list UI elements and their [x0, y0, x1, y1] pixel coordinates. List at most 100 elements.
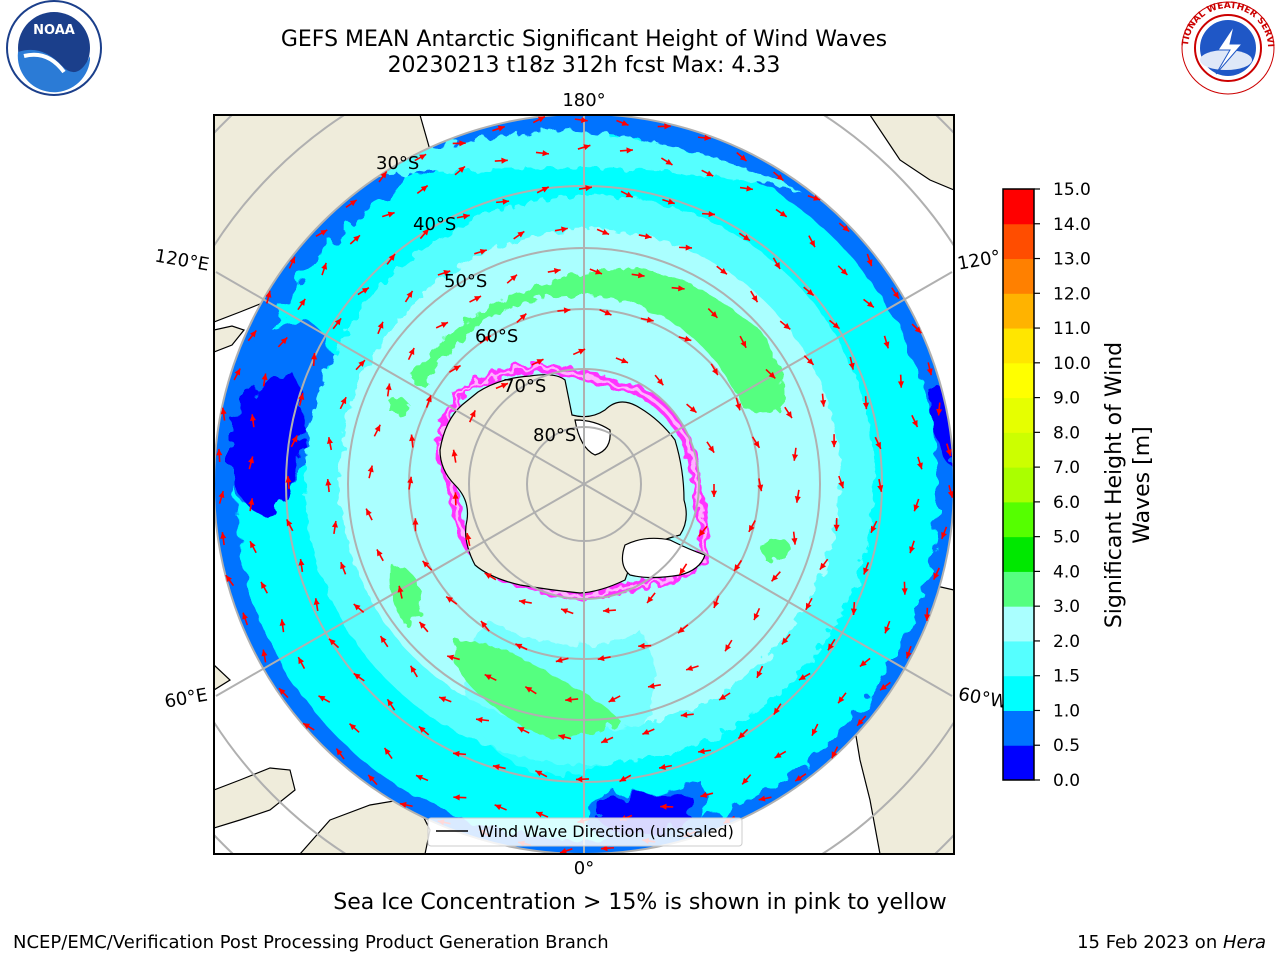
wind-arrow-head: [353, 673, 361, 680]
wind-arrow-head: [459, 140, 466, 147]
wind-arrow-head: [936, 408, 943, 416]
wind-arrow-head: [820, 400, 827, 407]
colorbar-segment: [1003, 293, 1034, 329]
wind-arrow-head: [483, 335, 491, 342]
wind-arrow-head: [298, 558, 305, 566]
wind-arrow-head: [367, 465, 374, 473]
wind-arrow-head: [597, 655, 605, 662]
wind-arrow-head: [698, 529, 706, 537]
map-legend: Wind Wave Direction (unscaled): [427, 817, 743, 847]
wind-arrow-head: [366, 508, 372, 516]
wind-arrow-head: [553, 267, 561, 274]
map-frame: [213, 114, 955, 855]
colorbar-segment: [1003, 710, 1034, 746]
wind-arrow-head: [768, 371, 776, 379]
wind-arrow-head: [519, 313, 527, 321]
wind-arrow-head: [646, 316, 654, 323]
wind-arrow-head: [358, 360, 365, 367]
wind-arrow-head: [361, 287, 369, 294]
wind-arrow-head: [647, 596, 654, 604]
wind-arrow-head: [303, 723, 311, 730]
wind-arrow-head: [480, 621, 488, 628]
wind-arrow-head: [420, 185, 428, 192]
wind-arrow-head: [422, 560, 430, 568]
wind-arrow-head: [734, 564, 741, 572]
colorbar-frame: [1002, 188, 1035, 781]
wind-arrow-head: [809, 240, 815, 248]
wind-arrow-head: [604, 309, 612, 316]
wind-arrow-head: [451, 449, 458, 457]
wind-arrow-head: [422, 228, 429, 236]
wind-arrow-head: [602, 229, 610, 235]
colorbar-segment: [1003, 432, 1034, 468]
wind-arrow-head: [911, 420, 918, 428]
wind-arrow-head: [838, 696, 845, 704]
wind-arrow-head: [559, 848, 567, 854]
colorbar: [1003, 189, 1034, 781]
lat-label-40s: 40°S: [413, 214, 456, 235]
wind-arrow-head: [791, 537, 798, 545]
colorbar-tick-label: 12.0: [1053, 284, 1091, 304]
wind-arrow-head: [757, 484, 764, 492]
wind-arrow-head: [331, 520, 338, 528]
wind-arrow-head: [285, 476, 292, 483]
wind-arrow-head: [773, 707, 780, 715]
wind-arrow-head: [249, 414, 256, 421]
wind-arrow-head: [517, 231, 525, 238]
wind-arrow-head: [327, 437, 333, 444]
wind-arrow-head: [419, 621, 426, 629]
wind-arrow-head: [831, 751, 838, 759]
colorbar-tick-label: 6.0: [1053, 493, 1080, 513]
colorbar-tick-label: 0.5: [1053, 736, 1080, 756]
wind-arrow-head: [621, 120, 629, 126]
wind-arrow-head: [642, 728, 650, 735]
wind-arrow-head: [311, 353, 318, 360]
wind-arrow-head: [492, 764, 500, 771]
wind-arrow-head: [265, 290, 272, 298]
wind-arrow-head: [218, 491, 225, 499]
wind-arrow-head: [933, 572, 940, 580]
wind-arrow-head: [679, 567, 686, 575]
wind-arrow-head: [712, 368, 718, 376]
wind-arrow-head: [419, 154, 427, 161]
legend-label: Wind Wave Direction (unscaled): [478, 822, 734, 841]
colorbar-segment: [1003, 571, 1034, 607]
wind-arrow-head: [771, 574, 779, 582]
wind-arrow-head: [541, 186, 549, 193]
wind-arrow-head: [680, 711, 688, 718]
colorbar-tick-label: 11.0: [1053, 319, 1091, 339]
wind-arrow-head: [517, 727, 525, 733]
wind-arrow-head: [832, 322, 840, 329]
wind-arrow-head: [947, 490, 954, 498]
wind-arrow-head: [561, 226, 568, 233]
wind-arrow-head: [510, 274, 518, 282]
wind-arrow-head: [659, 763, 666, 770]
lon-label-180: 180°: [562, 90, 605, 111]
wind-arrow-head: [250, 541, 256, 549]
wind-arrow-head: [443, 270, 451, 276]
colorbar-tick-label: 10.0: [1053, 354, 1091, 374]
wind-arrow-head: [581, 116, 588, 123]
colorbar-tick-label: 14.0: [1053, 215, 1091, 235]
colorbar-tick-label: 1.0: [1053, 701, 1080, 721]
wind-arrow-head: [746, 185, 753, 192]
wind-arrow-head: [497, 125, 505, 132]
wind-arrow-head: [601, 845, 608, 852]
wind-arrow-head: [909, 546, 915, 554]
wind-arrow-head: [439, 696, 447, 703]
wind-arrow-head: [779, 210, 787, 217]
wind-arrow-head: [850, 608, 857, 615]
colorbar-tick-label: 5.0: [1053, 528, 1080, 548]
wind-arrow-head: [583, 144, 591, 151]
wind-arrow-head: [349, 200, 357, 207]
wind-arrow-head: [561, 608, 569, 615]
wind-arrow-head: [397, 585, 404, 593]
wind-arrow-head: [756, 670, 763, 678]
wind-arrow-head: [656, 378, 664, 386]
wind-arrow-head: [708, 211, 715, 218]
wind-arrow-head: [897, 381, 905, 388]
map-title: GEFS MEAN Antarctic Significant Height o…: [280, 27, 888, 52]
colorbar-tick-label: 2.0: [1053, 632, 1080, 652]
wind-arrow-head: [753, 613, 760, 621]
wind-arrow-head: [385, 383, 392, 391]
